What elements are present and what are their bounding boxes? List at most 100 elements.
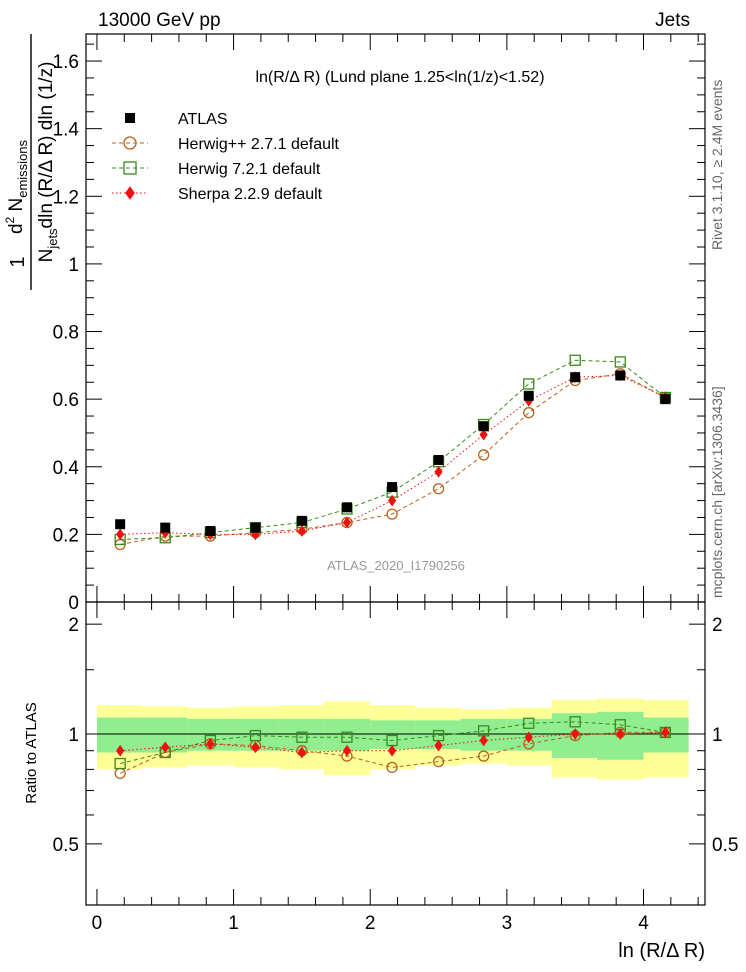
y-label-den-sub: jets (45, 228, 60, 250)
ratio-point (477, 750, 490, 762)
y-tick-label: 1.4 (53, 120, 80, 141)
legend-label: Herwig 7.2.1 default (178, 161, 321, 178)
legend: ATLAS Herwig++ 2.7.1 default Herwig 7.2.1 … (112, 111, 340, 203)
data-point (570, 372, 581, 383)
ratio-point (569, 716, 581, 728)
data-point (523, 390, 534, 401)
data-point (160, 522, 171, 533)
ratio-point (342, 744, 352, 757)
legend-entry: Herwig++ 2.7.1 default (112, 136, 340, 153)
legend-marker (125, 186, 135, 200)
data-point (523, 407, 535, 419)
ratio-point (251, 741, 260, 754)
ratio-point (116, 744, 125, 757)
ratio-inner-band (370, 720, 416, 749)
ratio-point (616, 728, 625, 740)
y-tick-label: 0.4 (53, 458, 80, 479)
legend-marker (125, 113, 135, 123)
data-point (523, 378, 535, 390)
ratio-y-tick-label-right: 2 (712, 615, 723, 636)
x-tick-label: 1 (228, 913, 239, 934)
legend-label: Herwig++ 2.7.1 default (178, 136, 340, 153)
data-point (205, 526, 216, 536)
data-point (434, 465, 443, 478)
series-line (120, 374, 666, 535)
ratio-point (524, 731, 533, 744)
legend-entry: Sherpa 2.2.9 default (112, 186, 323, 203)
data-point (297, 525, 307, 537)
x-tick-label: 2 (365, 913, 376, 934)
x-tick-label: 0 (92, 913, 103, 934)
data-point (569, 354, 581, 366)
y-tick-label: 0.8 (53, 323, 79, 344)
ratio-point (114, 757, 126, 770)
y-tick-label: 0 (68, 593, 79, 614)
ratio-y-tick-label: 0.5 (53, 835, 79, 856)
ratio-point (296, 731, 308, 743)
ratio-y-ticks: 0.5 0.5 1 1 2 2 (53, 615, 739, 856)
y-label-den-main: N (36, 249, 57, 263)
y-tick-label: 1.2 (53, 187, 79, 208)
data-point (341, 502, 352, 513)
ratio-point (341, 731, 353, 743)
ratio-point (386, 761, 398, 774)
data-point (614, 356, 626, 368)
data-point (387, 482, 398, 493)
ratio-y-label: Ratio to ATLAS (23, 702, 40, 803)
data-point (387, 494, 397, 507)
y-label-num-prefix: d (6, 223, 27, 234)
series-line (120, 373, 666, 546)
data-point (478, 421, 489, 432)
ratio-y-tick-label: 2 (68, 615, 79, 636)
data-point (386, 508, 398, 520)
legend-label: Sherpa 2.2.9 default (178, 186, 323, 203)
y-tick-label: 0.6 (53, 390, 79, 411)
series-square (114, 354, 672, 546)
data-point (342, 516, 352, 529)
legend-label: ATLAS (178, 111, 228, 128)
x-tick-label: 4 (638, 913, 649, 934)
ratio-series (114, 716, 672, 780)
main-y-ticks: 0 0.2 0.4 0.6 0.8 1 1.2 1.4 1.6 (53, 43, 705, 614)
ratio-point (297, 746, 307, 759)
legend-entry: ATLAS (125, 111, 228, 128)
data-point (477, 449, 490, 461)
chart-title: ln(R/Δ R) (Lund plane 1.25<ln(1/z)<1.52) (255, 69, 544, 86)
data-point (615, 370, 626, 381)
ratio-point (571, 728, 580, 740)
y-tick-label: 1.6 (53, 52, 79, 73)
y-label-numerator: d2 Nemissions (3, 139, 30, 234)
data-point (296, 515, 307, 526)
rivet-label: Rivet 3.1.10, ≥ 2.4M events (709, 80, 725, 250)
y-tick-label: 1 (68, 255, 79, 276)
energy-label: 13000 GeV pp (98, 10, 221, 31)
data-point (116, 528, 125, 541)
ratio-frame (85, 601, 706, 906)
y-tick-label: 0.2 (53, 525, 79, 546)
legend-entry: Herwig 7.2.1 default (112, 161, 321, 178)
main-panel: 0 0.2 0.4 0.6 0.8 1 1.2 1.4 1.6 ln(R/Δ R) (Lund … (53, 33, 706, 614)
main-y-axis-label: 1 d2 Nemissions Njetsdln (R/Δ R) dln (1/… (3, 34, 60, 290)
data-point (433, 455, 444, 465)
ratio-point (387, 744, 397, 757)
process-label: Jets (655, 10, 690, 31)
y-label-num-main: N (6, 198, 27, 217)
mcplots-label: mcplots.cern.ch [arXiv:1306.3436] (709, 386, 725, 598)
legend-marker (123, 136, 137, 150)
y-label-den-rest: dln (R/Δ R) dln (1/z) (36, 62, 57, 229)
legend-marker (123, 161, 137, 175)
y-label-num-sub: emissions (15, 139, 30, 197)
series-circle (114, 368, 672, 551)
ratio-y-tick-label-right: 1 (712, 725, 723, 746)
ratio-point (479, 734, 488, 747)
ratio-point (434, 739, 443, 752)
ratio-point (432, 755, 445, 768)
data-point (660, 394, 671, 405)
ratio-panel: 0.5 0.5 1 1 2 2 0 1 2 3 4 Ratio to ATLAS ln (R/Δ … (23, 601, 739, 962)
data-point (115, 519, 126, 530)
series-line (120, 359, 666, 540)
ratio-point (161, 741, 170, 754)
ratio-y-tick-label-right: 0.5 (712, 835, 738, 856)
ratio-point (206, 737, 215, 750)
data-point (479, 428, 488, 441)
